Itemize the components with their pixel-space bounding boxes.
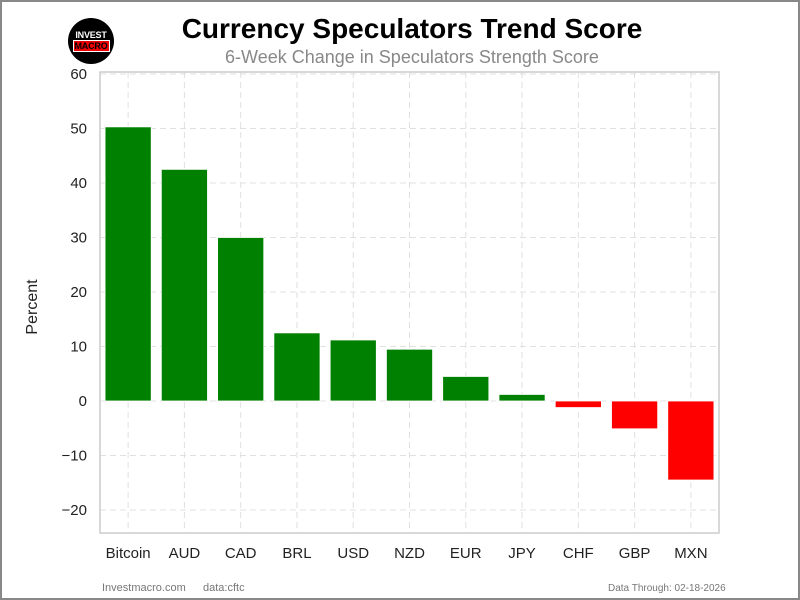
y-tick-label: −10: [62, 448, 87, 465]
bar-eur: [442, 376, 490, 402]
bar-gbp: [611, 400, 659, 430]
y-axis-ticks: 60 50 40 30 20 10 0 −10 −20: [62, 66, 87, 519]
bars: [104, 126, 715, 481]
x-tick-label: USD: [337, 545, 369, 562]
bar-aud: [160, 168, 208, 402]
logo-text-invest: INVEST: [75, 30, 107, 40]
bar-mxn: [667, 400, 715, 481]
x-tick-label: CAD: [225, 545, 257, 562]
x-tick-label: AUD: [169, 545, 201, 562]
y-tick-label: 50: [70, 121, 87, 138]
x-tick-label: CHF: [563, 545, 594, 562]
logo-text-macro: MACRO: [72, 40, 110, 52]
y-tick-label: 60: [70, 66, 87, 83]
bar-cad: [217, 237, 265, 402]
bar-jpy: [498, 394, 546, 402]
bar-brl: [273, 332, 321, 402]
bar-chf: [554, 400, 602, 408]
y-tick-label: 30: [70, 230, 87, 247]
investmacro-logo: INVEST MACRO: [68, 18, 114, 64]
footer-source: data:cftc: [203, 582, 245, 594]
x-tick-label: EUR: [450, 545, 482, 562]
bar-bitcoin: [104, 126, 152, 402]
x-tick-label: JPY: [508, 545, 536, 562]
y-tick-label: −20: [62, 502, 87, 519]
x-axis-ticks: Bitcoin AUD CAD BRL USD NZD EUR JPY CHF GBP MXN: [106, 545, 708, 562]
y-tick-label: 20: [70, 284, 87, 301]
x-tick-label: GBP: [619, 545, 651, 562]
y-tick-label: 0: [79, 393, 87, 410]
footer-data-through: Data Through: 02-18-2026: [608, 583, 726, 594]
plot-area-border: [99, 71, 720, 534]
footer-site: Investmacro.com: [102, 582, 186, 594]
chart-subtitle: 6-Week Change in Speculators Strength Sc…: [225, 47, 599, 67]
y-tick-label: 40: [70, 175, 87, 192]
bar-usd: [329, 339, 377, 402]
x-tick-label: BRL: [282, 545, 311, 562]
y-tick-label: 10: [70, 339, 87, 356]
x-tick-label: NZD: [394, 545, 425, 562]
chart-title: Currency Speculators Trend Score: [181, 13, 643, 44]
x-tick-label: MXN: [674, 545, 707, 562]
bar-nzd: [386, 348, 433, 402]
x-tick-label: Bitcoin: [106, 545, 151, 562]
